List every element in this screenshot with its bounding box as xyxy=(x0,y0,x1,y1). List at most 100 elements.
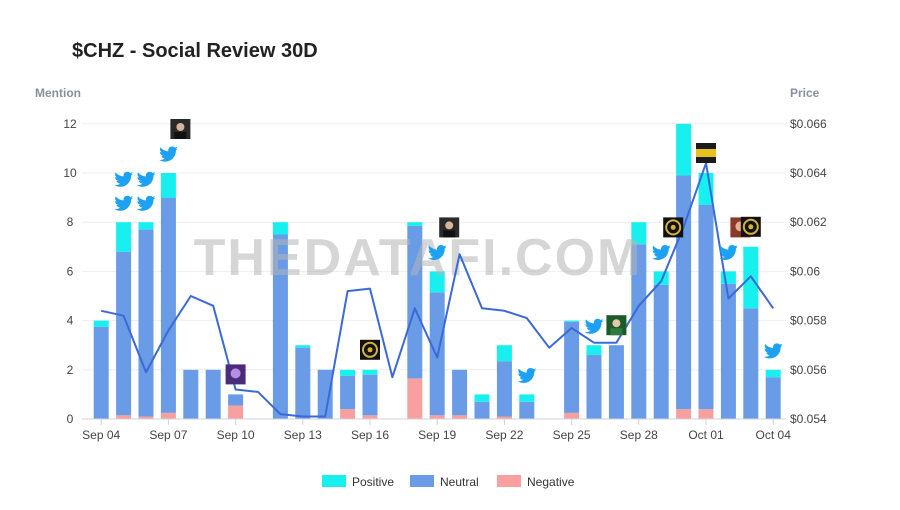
legend-label-negative: Negative xyxy=(527,475,575,489)
right-axis-title: Price xyxy=(790,86,820,100)
bar-positive xyxy=(295,345,311,348)
bar-negative xyxy=(340,409,356,419)
bar-neutral xyxy=(608,345,624,419)
bar-negative xyxy=(138,416,154,419)
watermark: THEDATAFI.COM xyxy=(194,229,643,287)
left-axis-title: Mention xyxy=(35,86,81,100)
left-tick-label: 8 xyxy=(67,215,74,229)
bar-positive xyxy=(272,222,288,235)
bar-positive xyxy=(93,320,109,327)
bar-positive xyxy=(564,320,580,322)
legend-label-neutral: Neutral xyxy=(440,475,479,489)
bar-negative xyxy=(698,409,714,419)
avatar-body xyxy=(443,230,456,238)
legend-label-positive: Positive xyxy=(352,475,394,489)
bar-neutral xyxy=(474,401,490,419)
left-axis-ticks: 0 2 4 6 8 10 12 xyxy=(63,117,77,426)
right-tick-label: $0.062 xyxy=(790,215,827,229)
twitter-icon xyxy=(584,318,604,334)
bar-negative xyxy=(362,415,378,419)
right-tick-label: $0.058 xyxy=(790,314,827,328)
bar-negative xyxy=(407,378,423,419)
bar-neutral xyxy=(653,284,669,419)
bar-neutral xyxy=(160,197,176,413)
chart-title: $CHZ - Social Review 30D xyxy=(72,40,318,62)
bar-positive xyxy=(631,222,647,245)
x-tick-label: Sep 10 xyxy=(217,428,255,442)
bar-negative xyxy=(452,415,468,419)
bar-positive xyxy=(765,369,781,378)
bar-negative xyxy=(496,416,512,419)
x-tick-label: Oct 04 xyxy=(756,428,792,442)
bar-neutral xyxy=(183,369,199,419)
x-tick-label: Sep 07 xyxy=(149,428,187,442)
bar-neutral xyxy=(272,234,288,419)
bar-neutral xyxy=(138,229,154,417)
twitter-icon xyxy=(651,244,671,260)
avatar xyxy=(663,217,684,238)
bar-neutral xyxy=(295,347,311,419)
bar-negative xyxy=(228,405,244,419)
bar-positive xyxy=(653,271,669,285)
x-tick-label: Sep 13 xyxy=(284,428,322,442)
x-tick-label: Sep 16 xyxy=(351,428,389,442)
avatar-ring xyxy=(362,341,378,358)
bar-neutral xyxy=(496,361,512,417)
bar-negative xyxy=(116,415,132,419)
avatar-face xyxy=(176,123,185,131)
avatar xyxy=(740,216,761,237)
bar-positive xyxy=(340,369,356,376)
twitter-icon xyxy=(114,195,134,211)
twitter-icon xyxy=(114,171,134,187)
left-tick-label: 0 xyxy=(67,412,74,426)
x-tick-label: Sep 04 xyxy=(82,428,120,442)
bar-positive xyxy=(116,222,132,252)
bar-positive xyxy=(160,173,176,198)
bar-positive xyxy=(138,222,154,230)
avatar-center xyxy=(670,224,676,230)
avatar-face xyxy=(612,319,621,328)
twitter-icon xyxy=(136,195,156,211)
bar-neutral xyxy=(720,283,736,419)
avatar-face xyxy=(230,368,241,379)
avatar xyxy=(696,143,716,163)
avatar-center xyxy=(367,347,373,353)
bar-neutral xyxy=(519,401,535,419)
bar-neutral xyxy=(116,251,132,416)
twitter-icon xyxy=(159,146,178,162)
twitter-icon xyxy=(136,171,156,187)
twitter-icon xyxy=(517,367,537,383)
legend-swatch-negative xyxy=(497,475,521,487)
bar-neutral xyxy=(228,394,244,406)
avatar-stripe xyxy=(696,149,716,157)
bar-positive xyxy=(474,394,490,402)
bar-neutral xyxy=(452,369,468,416)
bar-positive xyxy=(720,271,736,284)
bar-neutral xyxy=(407,225,423,379)
bar-neutral xyxy=(743,308,759,419)
avatar xyxy=(439,217,460,238)
avatar-center xyxy=(748,224,754,230)
x-tick-label: Sep 28 xyxy=(620,428,658,442)
right-tick-label: $0.054 xyxy=(790,412,827,426)
avatar xyxy=(606,315,627,336)
right-axis-ticks: $0.054 $0.056 $0.058 $0.06 $0.062 $0.064 $0.06… xyxy=(790,117,827,426)
price-line-path xyxy=(100,162,775,418)
bar-positive xyxy=(407,222,423,226)
bar-positive xyxy=(519,394,535,402)
bar-positive xyxy=(362,369,378,375)
avatar-body xyxy=(174,132,187,139)
legend-swatch-neutral xyxy=(410,475,434,487)
price-line xyxy=(100,162,775,418)
avatar-face xyxy=(445,221,454,230)
legend-swatch-positive xyxy=(322,475,346,487)
bar-neutral xyxy=(586,355,602,419)
social-markers xyxy=(114,119,783,385)
bar-negative xyxy=(676,409,692,419)
avatar-ring xyxy=(665,219,682,236)
avatar xyxy=(225,364,246,385)
x-tick-label: Oct 01 xyxy=(688,428,724,442)
bar-negative xyxy=(160,412,176,419)
right-tick-label: $0.066 xyxy=(790,117,827,131)
right-tick-label: $0.06 xyxy=(790,264,820,278)
